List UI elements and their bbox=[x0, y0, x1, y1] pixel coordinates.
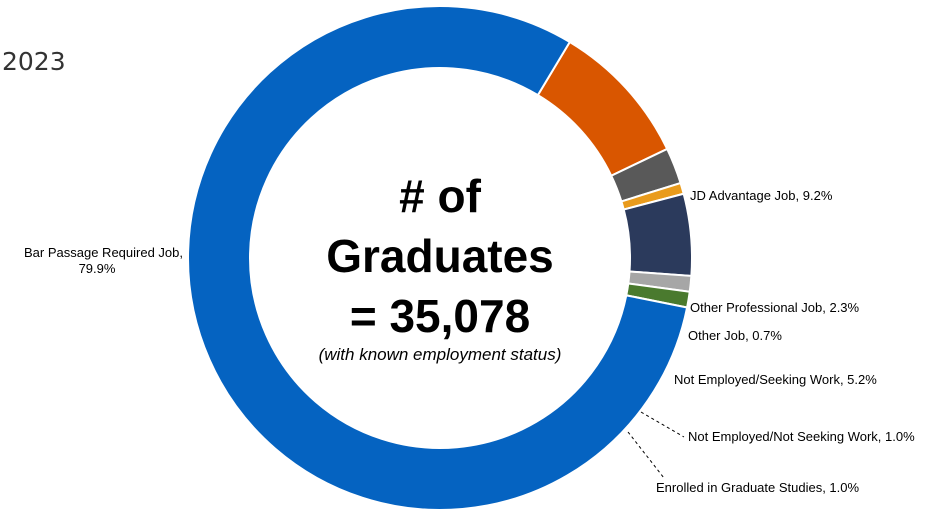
label-bar-passage-value: 79.9% bbox=[79, 261, 116, 276]
label-graduate-studies: Enrolled in Graduate Studies, 1.0% bbox=[656, 480, 860, 495]
donut-slices bbox=[187, 5, 693, 510]
label-jd-advantage: JD Advantage Job, 9.2% bbox=[690, 188, 833, 203]
slice-bar-passage-required-job bbox=[187, 5, 689, 510]
label-bar-passage: Bar Passage Required Job, bbox=[24, 245, 183, 260]
center-note: (with known employment status) bbox=[319, 345, 562, 364]
year-label: 2023 bbox=[2, 47, 66, 76]
center-line-3: = 35,078 bbox=[350, 290, 530, 342]
label-other-professional: Other Professional Job, 2.3% bbox=[690, 300, 860, 315]
slice-not-employed-seeking-work bbox=[622, 192, 693, 278]
label-other-job: Other Job, 0.7% bbox=[688, 328, 782, 343]
center-line-1: # of bbox=[399, 170, 481, 222]
label-seeking-work: Not Employed/Seeking Work, 5.2% bbox=[674, 372, 877, 387]
center-line-2: Graduates bbox=[326, 230, 554, 282]
leader-lines bbox=[627, 411, 685, 479]
label-not-seeking-work: Not Employed/Not Seeking Work, 1.0% bbox=[688, 429, 915, 444]
leader-graduate-studies bbox=[627, 431, 665, 479]
leader-not-seeking-work bbox=[640, 411, 685, 438]
